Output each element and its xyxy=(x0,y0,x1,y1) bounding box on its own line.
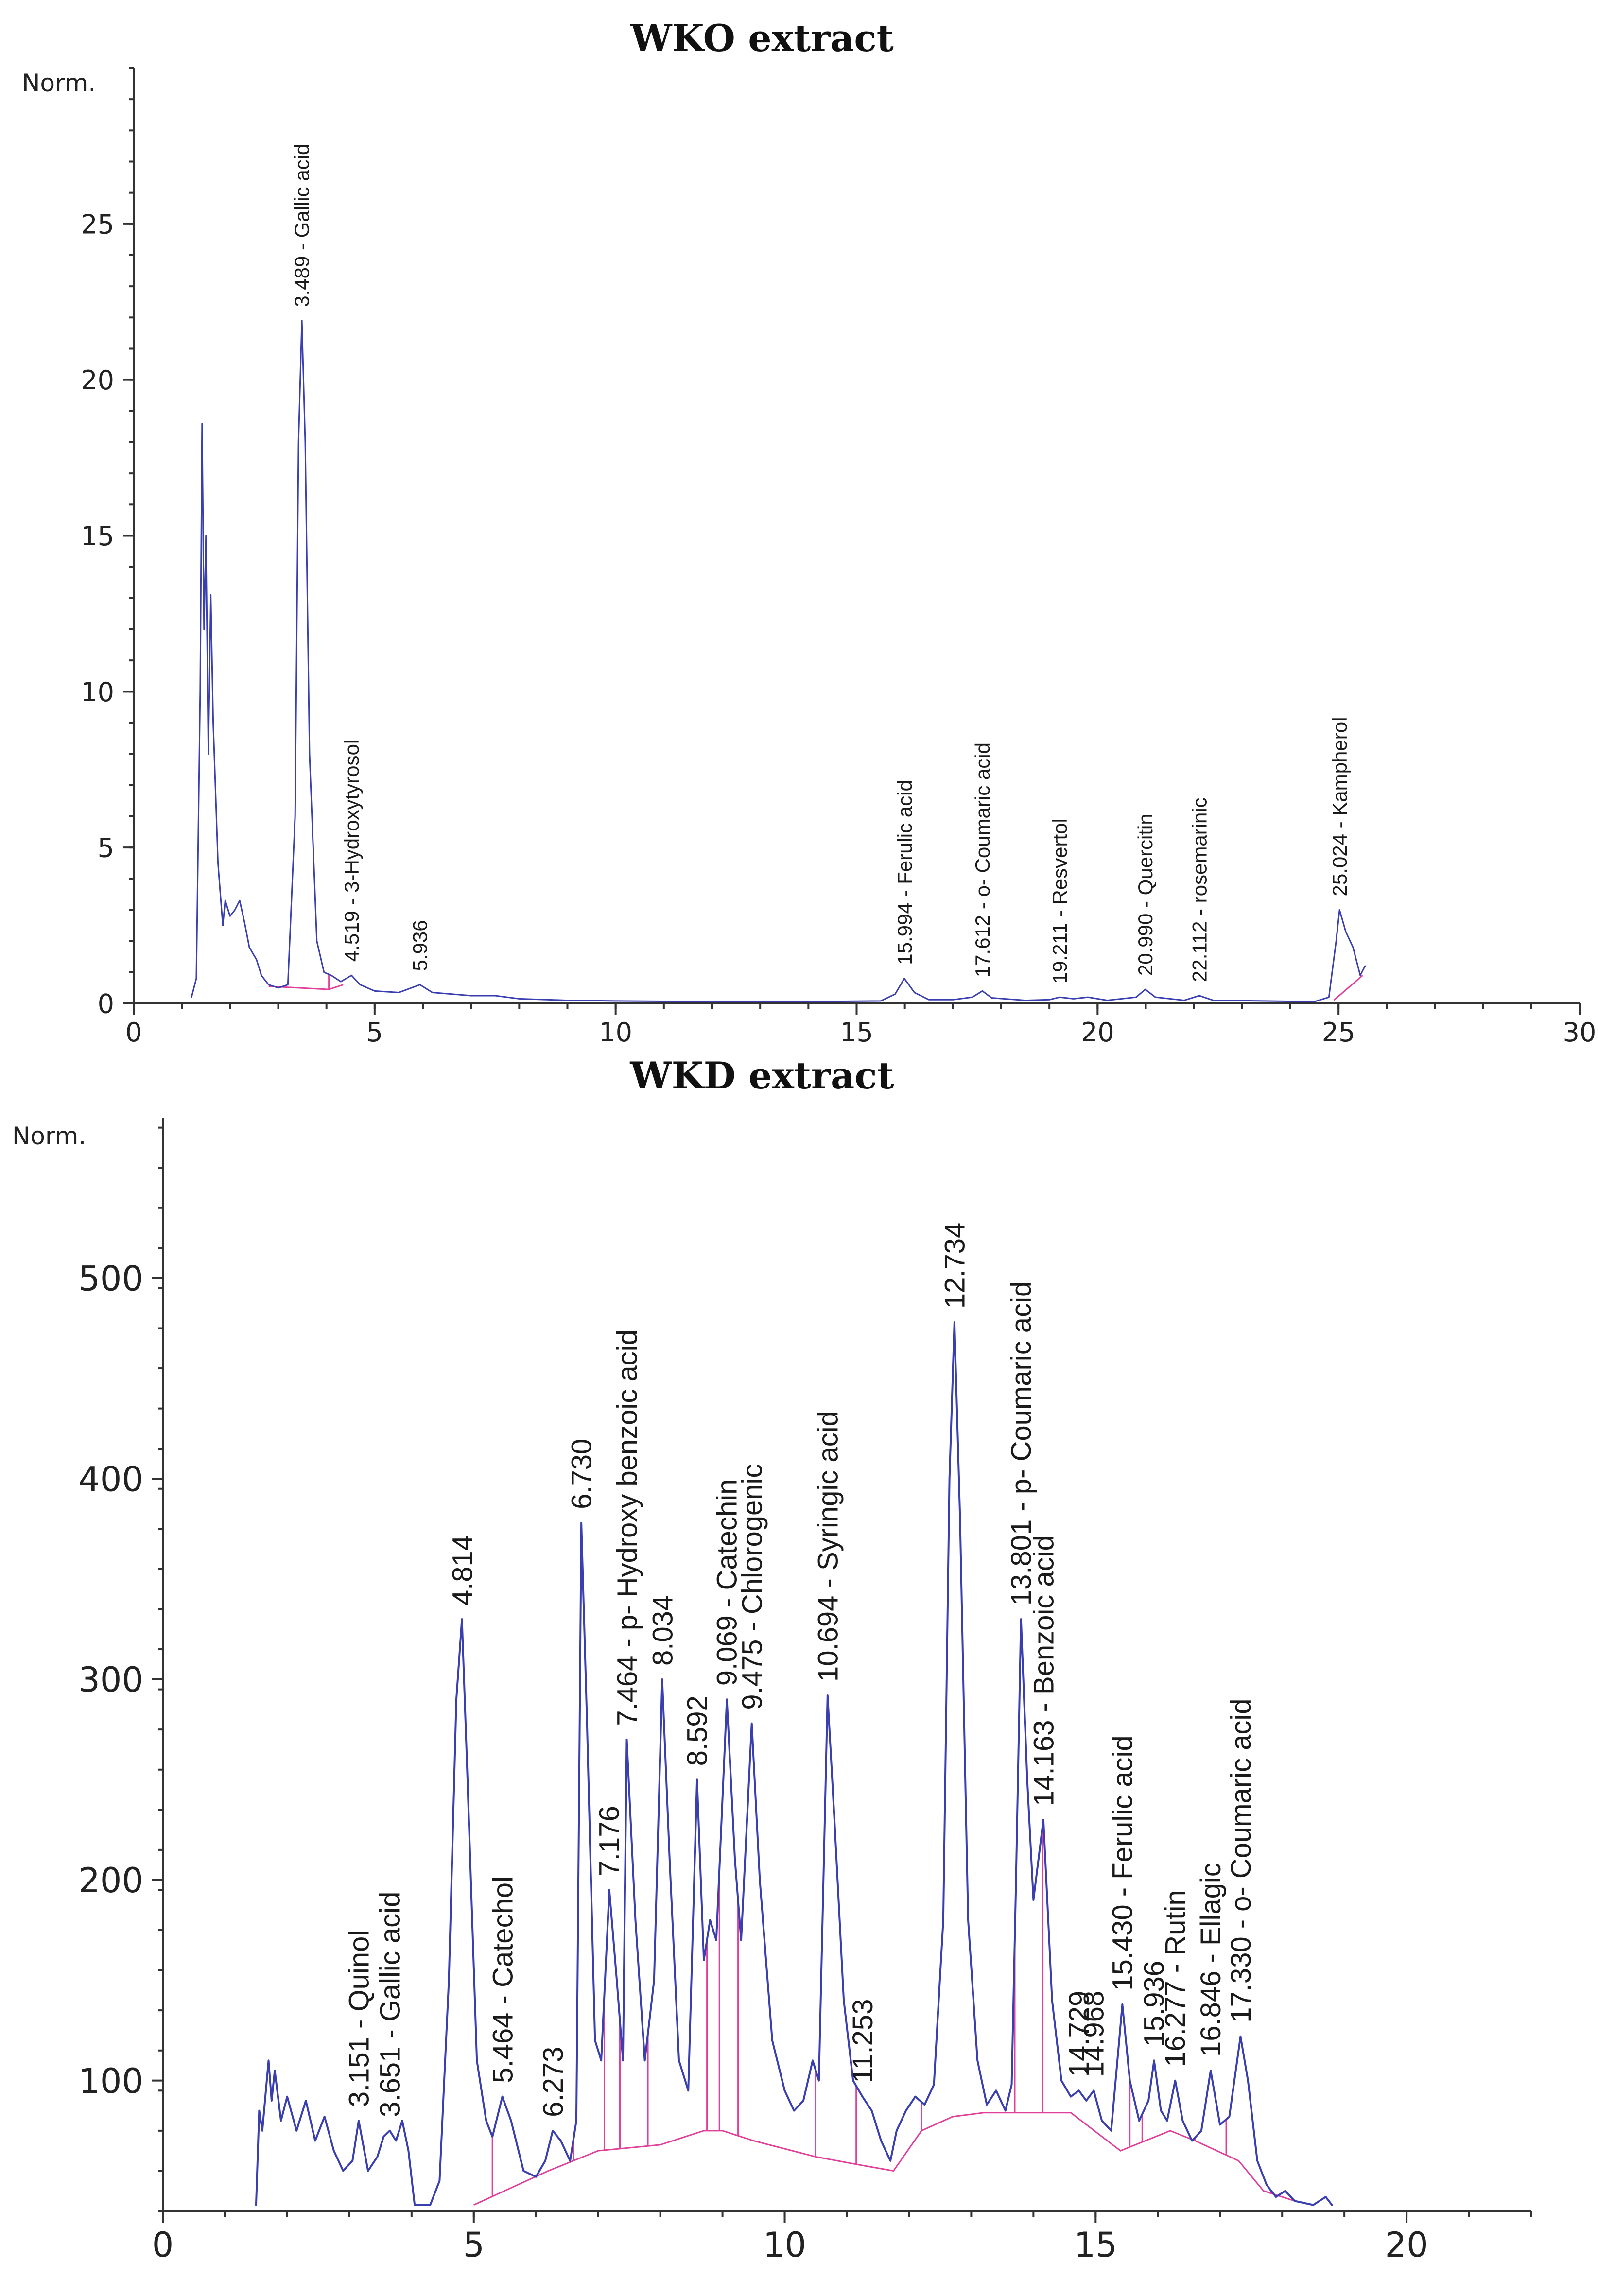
wkd-chart-title: WKD extract xyxy=(629,1054,894,1097)
wkd-peak-label: 3.151 - Quinol xyxy=(344,1930,375,2107)
wkd-peak-label: 16.277 - Rutin xyxy=(1160,1890,1191,2067)
wkd-y-axis-label: Norm. xyxy=(12,1122,86,1150)
wko-y-tick-label: 10 xyxy=(81,677,114,708)
wko-y-tick-label: 5 xyxy=(98,833,114,863)
wkd-y-tick-label: 100 xyxy=(78,2061,143,2101)
wkd-peak-label: 5.464 - Catechol xyxy=(487,1876,519,2083)
wko-x-tick-label: 10 xyxy=(599,1017,632,1048)
wko-peak-label: 4.519 - 3-Hydroxytyrosol xyxy=(340,740,363,962)
wkd-peak-label: 8.034 xyxy=(647,1595,678,1666)
wkd-peak-label: 8.592 xyxy=(682,1695,713,1766)
wkd-peak-label: 9.475 - Chlorogenic xyxy=(737,1464,768,1710)
wkd-peak-label: 13.801 - p- Coumaric acid xyxy=(1006,1281,1037,1605)
wko-y-tick-label: 15 xyxy=(81,521,114,552)
wkd-peak-label: 15.936 xyxy=(1138,1961,1170,2047)
wkd-peak-label: 11.253 xyxy=(847,1999,879,2083)
wkd-peak-label: 7.176 xyxy=(594,1806,625,1876)
wkd-peak-label: 14.163 - Benzoic acid xyxy=(1028,1535,1060,1806)
wkd-peak-label: 14.968 xyxy=(1078,1991,1110,2077)
wkd-x-tick-label: 15 xyxy=(1074,2225,1117,2265)
wko-y-tick-label: 20 xyxy=(81,365,114,396)
wko-x-tick-label: 15 xyxy=(840,1017,873,1048)
wko-chromatogram-trace xyxy=(191,320,1366,1002)
wkd-x-tick-label: 10 xyxy=(763,2225,806,2265)
wko-peak-label: 20.990 - Quercitin xyxy=(1134,813,1157,976)
wko-x-tick-label: 30 xyxy=(1563,1017,1597,1048)
wko-y-tick-label: 0 xyxy=(98,988,114,1019)
wkd-peak-label: 15.430 - Ferulic acid xyxy=(1107,1735,1139,1990)
wko-chart-title: WKO extract xyxy=(630,17,893,60)
wkd-x-tick-label: 20 xyxy=(1385,2225,1428,2265)
wko-integration-baseline xyxy=(1333,975,1363,1001)
wko-peak-label: 5.936 xyxy=(408,920,431,971)
wkd-x-tick-label: 5 xyxy=(463,2225,485,2265)
wko-peak-label: 25.024 - Kampherol xyxy=(1328,717,1351,897)
wko-peak-label: 3.489 - Gallic acid xyxy=(291,144,313,307)
wkd-peak-label: 6.730 xyxy=(566,1439,597,1509)
wkd-peak-label: 17.330 - o- Coumaric acid xyxy=(1225,1698,1257,2022)
wko-peak-label: 22.112 - rosemarinic xyxy=(1188,797,1211,982)
wkd-peak-label: 16.846 - Ellagic xyxy=(1195,1863,1227,2057)
wkd-y-tick-label: 400 xyxy=(78,1459,143,1499)
wko-y-tick-label: 25 xyxy=(81,209,114,240)
wko-x-tick-label: 0 xyxy=(125,1017,142,1048)
wkd-chromatogram-trace xyxy=(255,1321,1333,2206)
wko-x-tick-label: 25 xyxy=(1322,1017,1355,1048)
wkd-y-tick-label: 200 xyxy=(78,1861,143,1900)
wko-x-tick-label: 20 xyxy=(1081,1017,1114,1048)
wkd-peak-label: 7.464 - p- Hydroxy benzoic acid xyxy=(611,1329,643,1726)
wkd-peak-label: 10.694 - Syringic acid xyxy=(813,1411,844,1682)
wkd-y-tick-label: 500 xyxy=(78,1259,143,1298)
wkd-peak-label: 6.273 xyxy=(538,2047,569,2117)
wkd-peak-label: 12.734 xyxy=(939,1223,971,1309)
wko-x-tick-label: 5 xyxy=(366,1017,383,1048)
wkd-peak-label: 14.729 xyxy=(1063,1991,1095,2077)
wko-chart: WKO extract Norm. 0 5 10 15 20 25 0 5 10 15 20 25 30… xyxy=(22,17,1596,1048)
wkd-chart: WKD extract Norm. 100 200 300 400 500 0 5 10 15 2… xyxy=(12,1054,1532,2265)
wkd-peak-label: 3.651 - Gallic acid xyxy=(375,1892,406,2117)
wkd-peak-label: 4.814 xyxy=(447,1535,478,1605)
wkd-y-tick-label: 300 xyxy=(78,1660,143,1700)
wkd-x-tick-label: 0 xyxy=(152,2225,174,2265)
wkd-peak-label: 9.069 - Catechin xyxy=(712,1479,743,1686)
wko-peak-label: 15.994 - Ferulic acid xyxy=(893,780,916,965)
wkd-integration-baseline xyxy=(473,2112,1295,2206)
wko-y-axis-label: Norm. xyxy=(22,69,96,97)
wko-peak-label: 19.211 - Resvertol xyxy=(1048,818,1071,984)
wko-peak-label: 17.612 - o- Coumaric acid xyxy=(971,742,994,977)
